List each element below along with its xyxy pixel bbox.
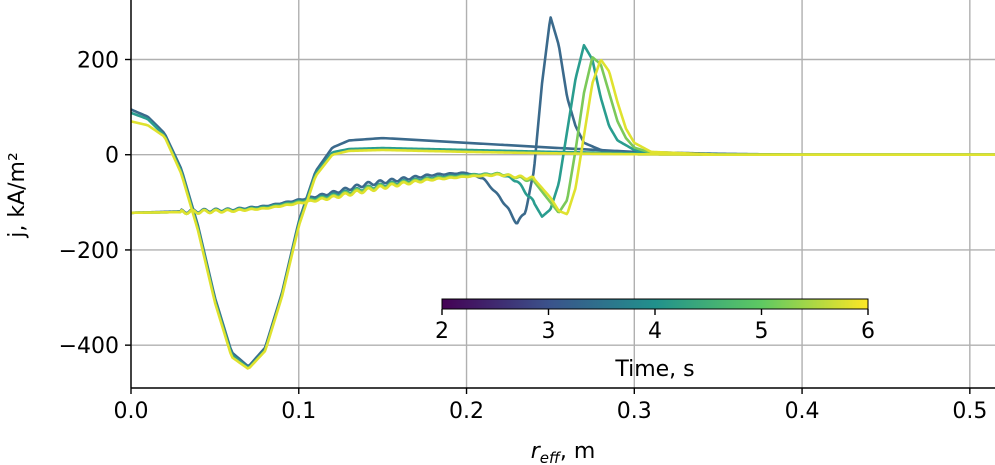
y-axis-label: j, kA/m² xyxy=(5,152,30,239)
colorbar-tick-label: 4 xyxy=(648,319,662,344)
x-tick-label: 0.4 xyxy=(785,399,820,424)
plot-area xyxy=(131,16,995,370)
axis-ticks: 0.0 0.1 0.2 0.3 0.4 0.5 −400 −200 0 200 xyxy=(59,49,988,424)
y-tick-label: 0 xyxy=(105,144,119,169)
colorbar: 2 3 4 5 6 Time, s xyxy=(435,298,875,382)
x-tick-label: 0.3 xyxy=(617,399,652,424)
colorbar-tick-label: 2 xyxy=(435,319,449,344)
colorbar-ticks: 2 3 4 5 6 xyxy=(435,309,875,344)
colorbar-gradient xyxy=(441,298,869,310)
series-line-t3-j_bootstrap xyxy=(131,16,995,225)
y-tick-label: 200 xyxy=(77,49,119,74)
colorbar-tick-label: 6 xyxy=(861,319,875,344)
colorbar-tick-label: 5 xyxy=(755,319,769,344)
series-line-t6-j_bootstrap xyxy=(131,58,995,216)
x-axis-label: reff, m xyxy=(531,439,596,465)
y-tick-label: −400 xyxy=(59,334,119,359)
x-tick-label: 0.2 xyxy=(449,399,484,424)
x-tick-label: 0.1 xyxy=(281,399,316,424)
x-tick-label: 0.5 xyxy=(952,399,987,424)
axes-frame xyxy=(130,0,995,389)
y-tick-label: −200 xyxy=(59,239,119,264)
colorbar-label: Time, s xyxy=(614,357,694,382)
series-line-t5-j_bootstrap xyxy=(131,56,995,216)
x-tick-label: 0.0 xyxy=(114,399,149,424)
colorbar-tick-label: 3 xyxy=(542,319,556,344)
